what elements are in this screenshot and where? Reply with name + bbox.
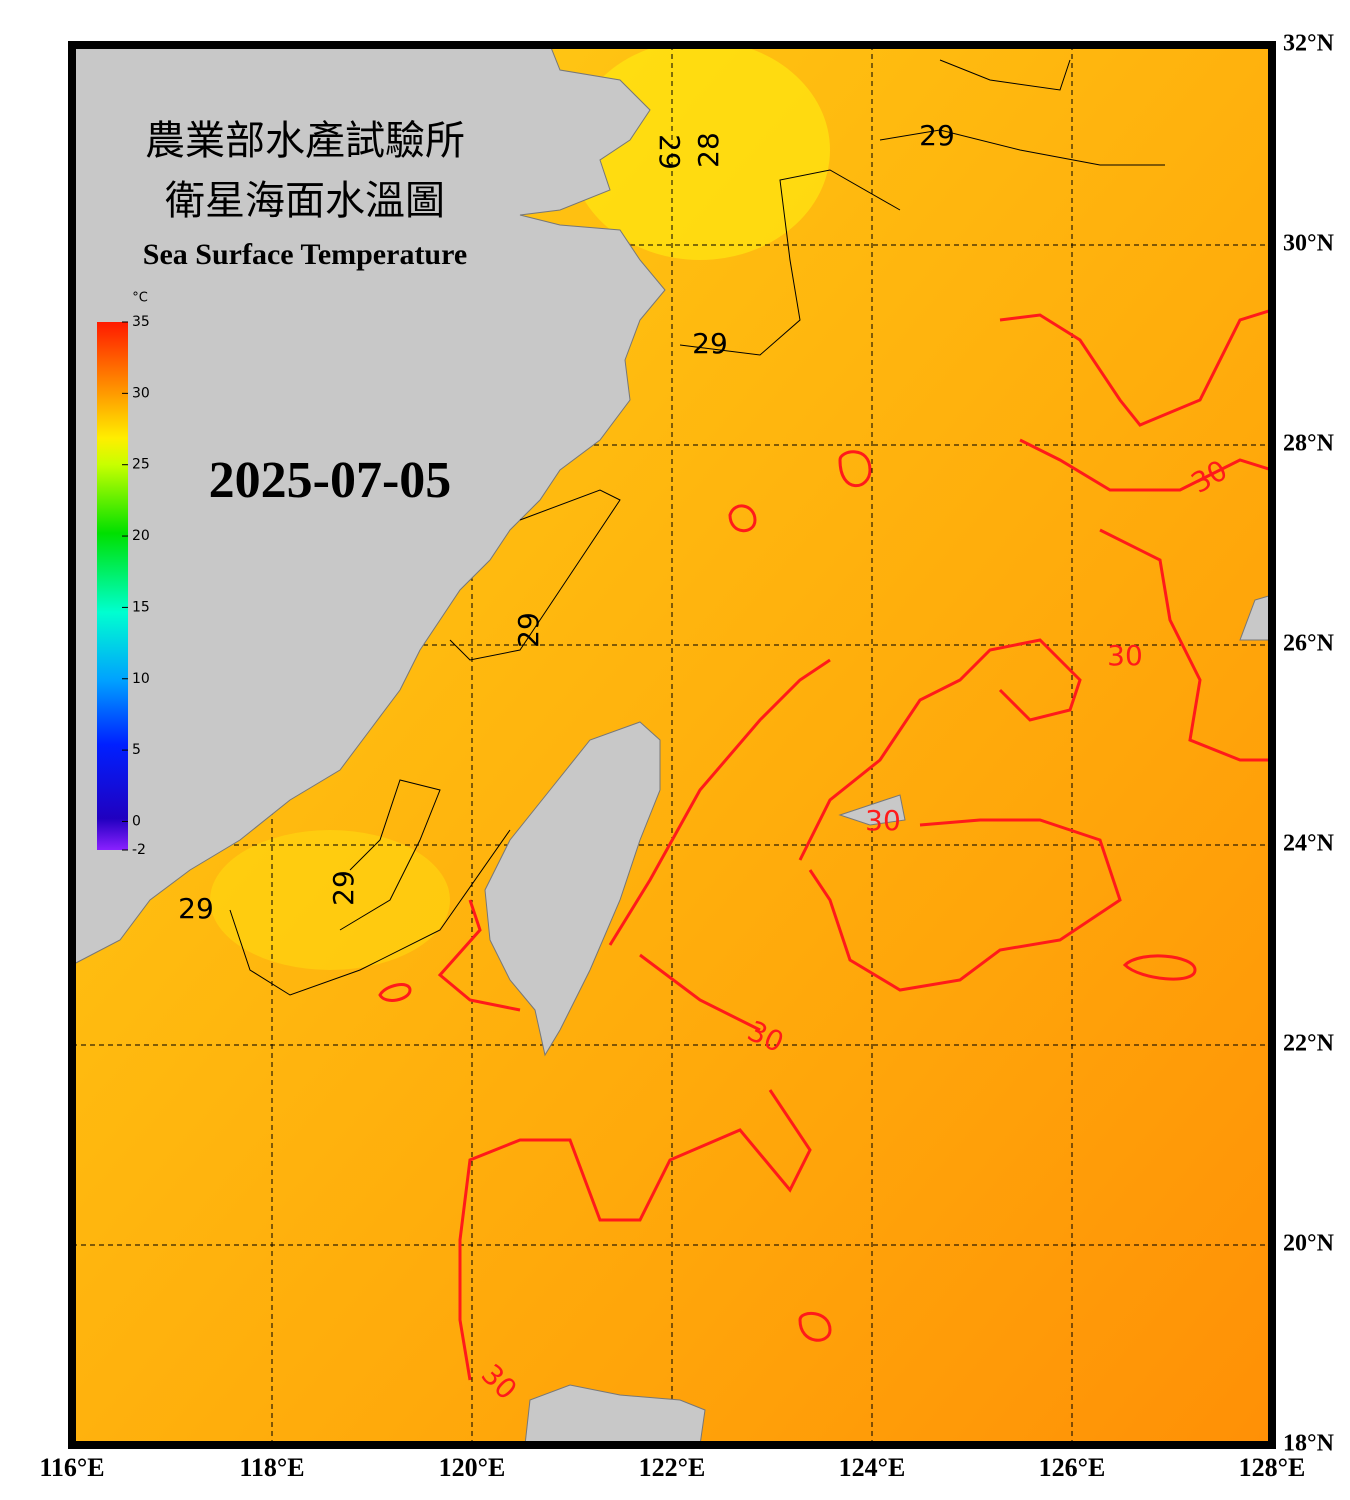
warm-patch [210,830,450,970]
isotherm [608,658,831,946]
isotherm [229,829,511,996]
colorbar-label: 10 [132,671,150,687]
colorbar [97,322,128,850]
island [838,794,906,826]
colorbar-label: 30 [132,385,150,401]
isotherm [1122,954,1197,981]
isotherm [728,504,757,533]
lon-label: 120°E [439,1453,506,1482]
lat-label: 32°N [1283,31,1335,57]
lat-label: 28°N [1283,431,1335,457]
contour-label: 28 [692,132,725,168]
title-zh: 農業部水產試驗所 [145,118,465,163]
lat-label: 22°N [1283,1031,1335,1057]
isotherm [449,489,621,661]
colorbar-label: 20 [132,528,150,544]
luzon [524,1384,706,1445]
taiwan [484,721,661,1057]
isotherm [879,129,1165,166]
colorbar-label: 35 [132,314,150,330]
isotherm [679,169,901,356]
isotherm [1019,438,1272,492]
isotherm [999,308,1272,427]
isotherm [808,818,1122,992]
lon-label: 124°E [839,1453,906,1482]
lon-label: 126°E [1039,1453,1106,1482]
colorbar-label: 25 [132,457,150,473]
colorbar-unit: °C [132,291,148,306]
isotherm [939,59,1071,91]
island [1239,594,1272,641]
contour-label: 29 [178,892,214,925]
lon-label: 118°E [239,1453,304,1482]
map-frame [68,41,1276,1449]
lon-label: 122°E [639,1453,706,1482]
lat-label: 26°N [1283,631,1335,657]
contour-label: 29 [919,119,955,152]
contour-label: 29 [327,870,360,906]
contour-label: 30 [865,804,901,837]
isotherm [798,638,1082,861]
lon-label: 128°E [1239,1453,1306,1482]
colorbar-label: 0 [132,813,141,829]
isotherm [798,1311,832,1342]
colorbar-label: 5 [132,742,141,758]
title-zh: 衛星海面水溫圖 [165,178,445,223]
isotherm [639,953,761,1032]
isotherm [1099,528,1272,762]
isotherm [339,779,441,931]
isotherm [437,899,521,1012]
title-en: Sea Surface Temperature [143,238,467,271]
contour-label: 30 [1107,639,1143,672]
isotherm [458,1089,812,1381]
map-body [72,45,1272,1445]
china-coast [72,45,666,966]
lon-label: 116°E [39,1453,104,1482]
colorbar-label: 15 [132,599,150,615]
contour-label: 29 [653,134,686,170]
colorbar-label: -2 [132,842,146,858]
contour-label: 29 [512,612,545,648]
lat-label: 18°N [1283,1431,1335,1457]
date: 2025-07-05 [209,452,452,509]
isotherm [838,450,872,488]
lat-label: 20°N [1283,1231,1335,1257]
contour-label: 29 [692,327,728,360]
lat-label: 24°N [1283,831,1335,857]
lat-label: 30°N [1283,231,1335,257]
isotherm [378,983,412,1002]
